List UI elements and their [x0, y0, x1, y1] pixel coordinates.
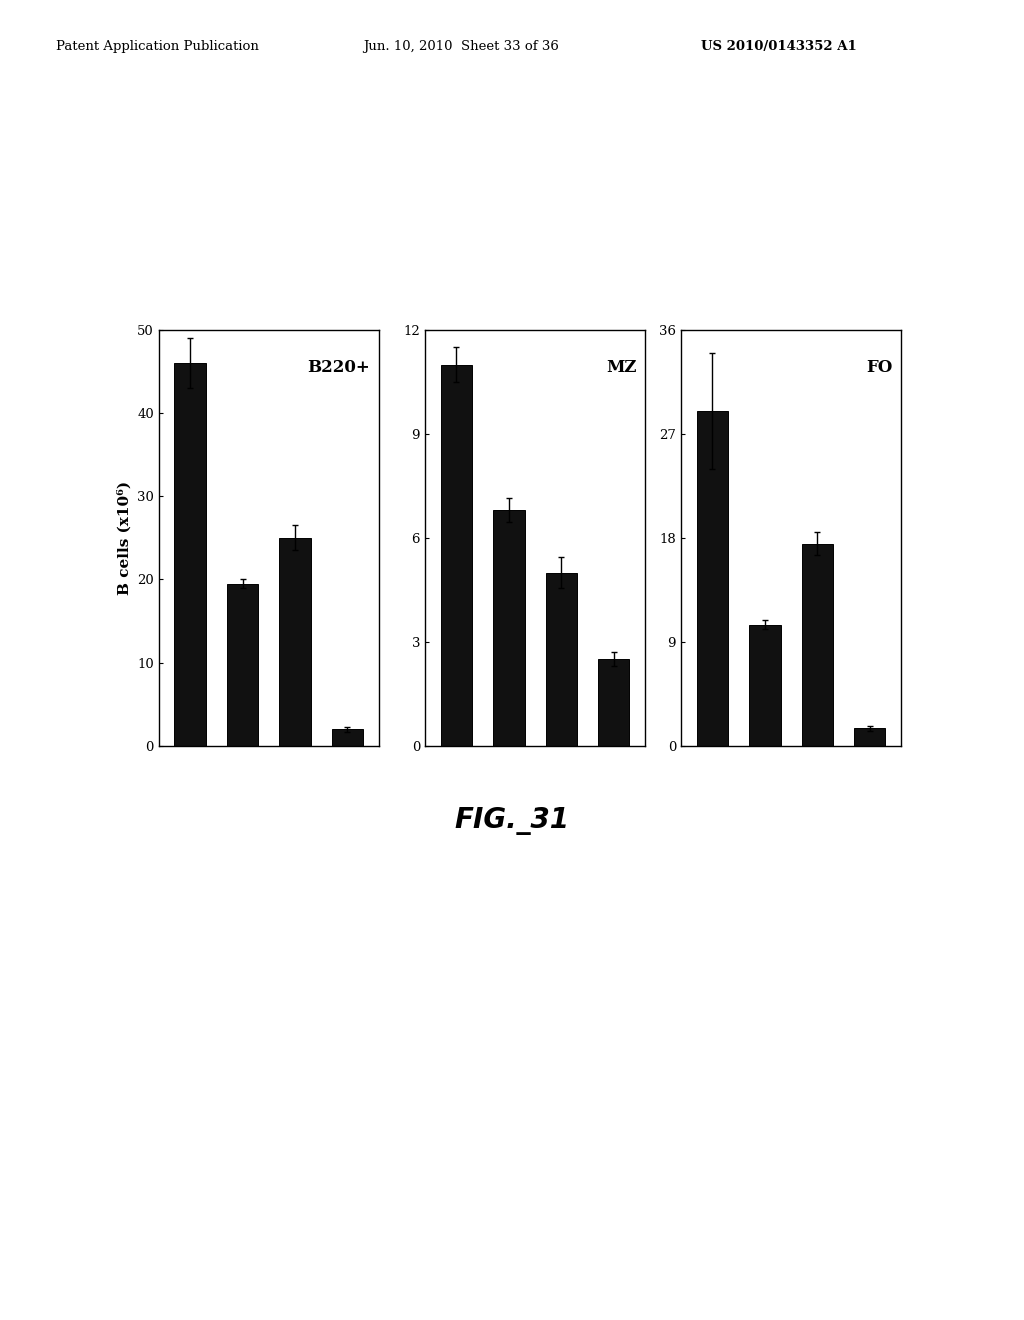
Text: B220+: B220+: [307, 359, 370, 376]
Text: US 2010/0143352 A1: US 2010/0143352 A1: [701, 40, 857, 53]
Bar: [598, 659, 630, 746]
Bar: [854, 729, 886, 746]
Bar: [494, 511, 524, 746]
Bar: [696, 411, 728, 746]
Text: MZ: MZ: [606, 359, 636, 376]
Bar: [546, 573, 577, 746]
Bar: [174, 363, 206, 746]
Y-axis label: B cells (x10⁶): B cells (x10⁶): [117, 480, 131, 595]
Bar: [227, 583, 258, 746]
Text: Jun. 10, 2010  Sheet 33 of 36: Jun. 10, 2010 Sheet 33 of 36: [364, 40, 559, 53]
Bar: [280, 539, 310, 746]
Bar: [332, 729, 364, 746]
Text: FIG._31: FIG._31: [455, 807, 569, 836]
Text: Patent Application Publication: Patent Application Publication: [56, 40, 259, 53]
Bar: [750, 624, 780, 746]
Text: FO: FO: [866, 359, 892, 376]
Bar: [440, 364, 472, 746]
Bar: [802, 544, 833, 746]
